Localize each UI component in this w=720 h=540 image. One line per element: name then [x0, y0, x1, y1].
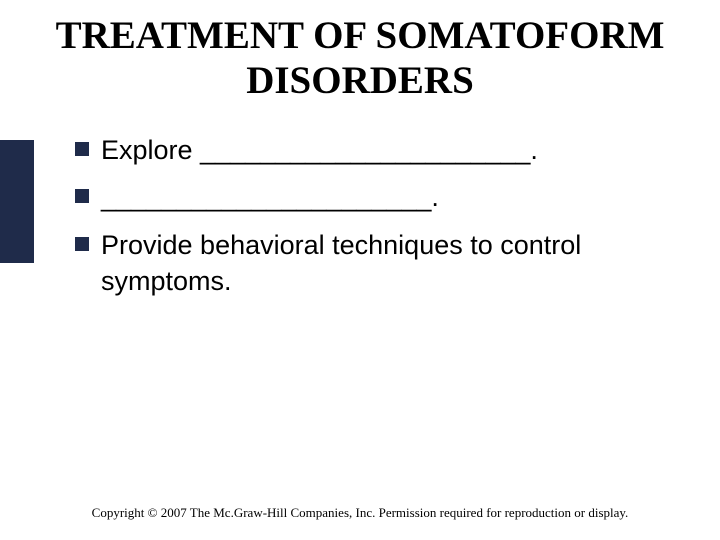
bullet-item: ______________________.	[75, 179, 680, 215]
title-line-1: TREATMENT OF SOMATOFORM	[56, 14, 665, 57]
square-bullet-icon	[75, 142, 89, 156]
bullet-text: Explore ______________________.	[101, 132, 538, 168]
copyright-text: Copyright © 2007 The Mc.Graw-Hill Compan…	[0, 505, 720, 521]
square-bullet-icon	[75, 237, 89, 251]
accent-bar	[0, 140, 34, 263]
bullet-list: Explore ______________________. ________…	[75, 132, 680, 300]
bullet-text: ______________________.	[101, 179, 439, 215]
bullet-item: Provide behavioral techniques to control…	[75, 227, 680, 300]
title-line-2: DISORDERS	[246, 59, 474, 102]
square-bullet-icon	[75, 189, 89, 203]
bullet-item: Explore ______________________.	[75, 132, 680, 168]
slide-title: TREATMENT OF SOMATOFORM DISORDERS	[0, 0, 720, 104]
bullet-text: Provide behavioral techniques to control…	[101, 227, 680, 300]
